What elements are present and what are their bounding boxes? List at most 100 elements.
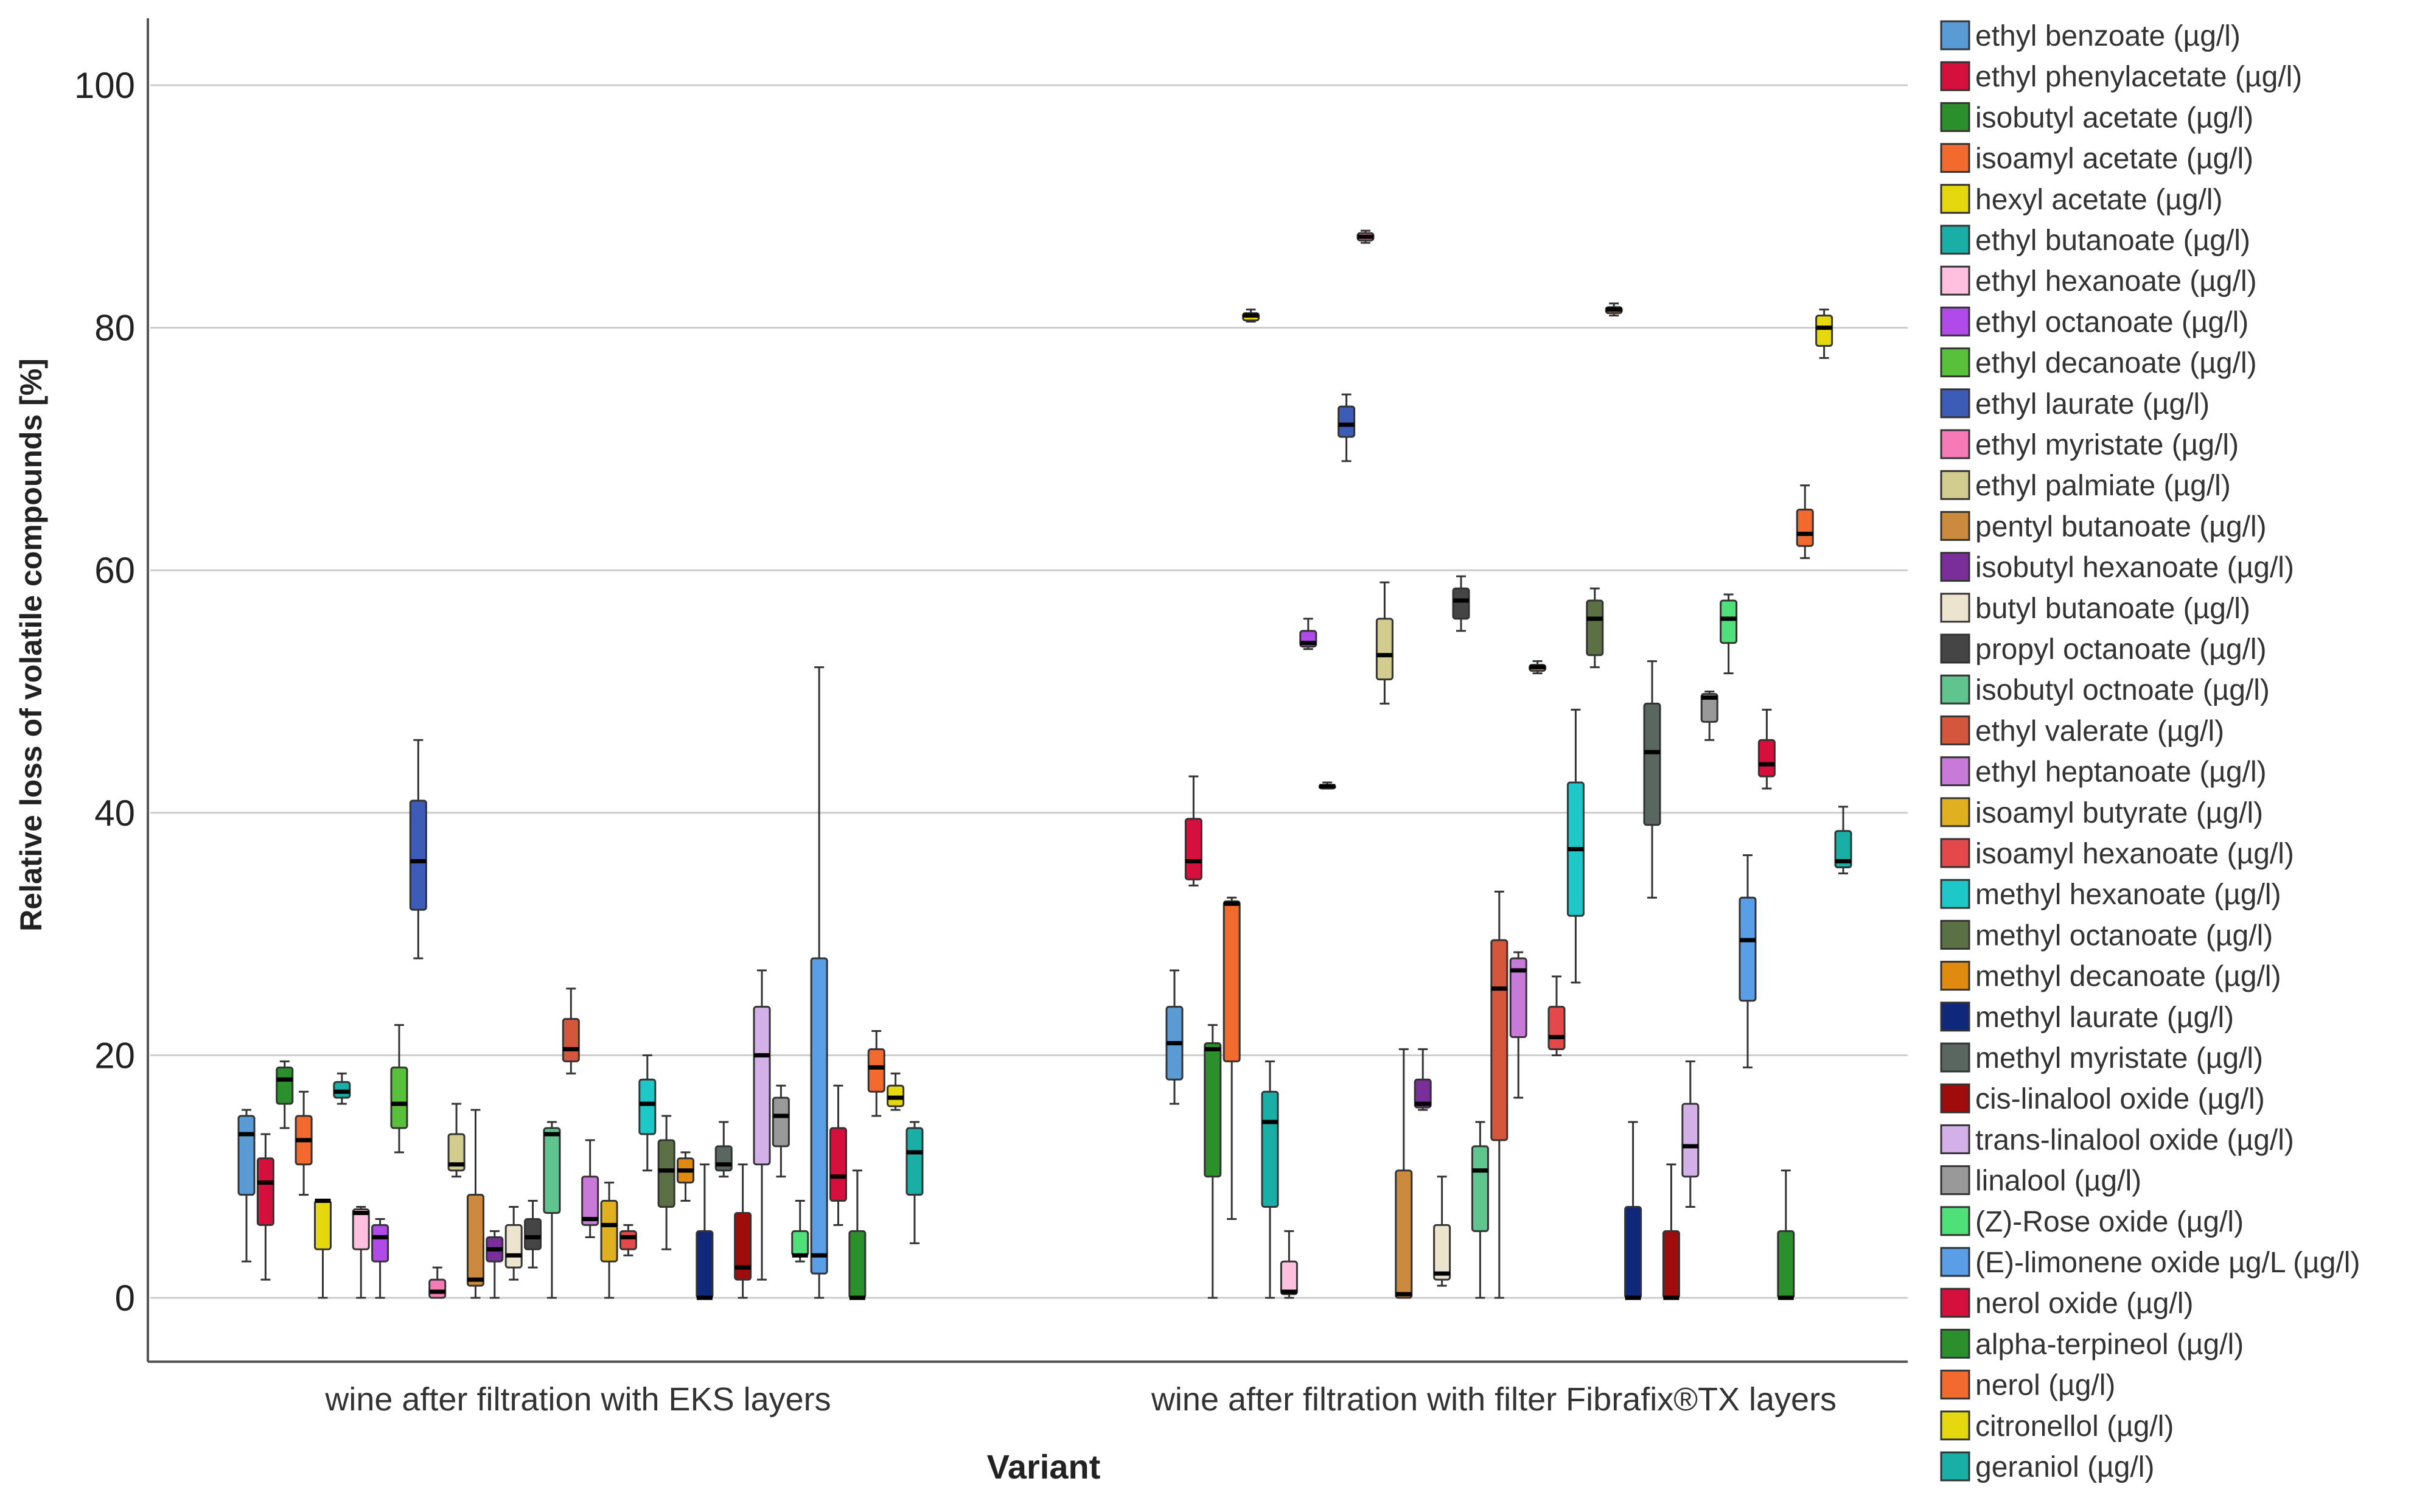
box-isobutyl-hexanoate-g-l-group-1 [1414,1048,1432,1111]
box-trans-linalool-oxide-g-l-group-0 [753,969,771,1281]
box-isobutyl-hexanoate-g-l-group-0 [486,1230,504,1299]
iqr-box-nerol-g-l-group-1 [1796,509,1814,547]
box-nerol-g-l-group-1 [1796,484,1814,559]
box-propyl-octanoate-g-l-group-0 [524,1200,542,1269]
box-ethyl-myristate-g-l-group-0 [428,1266,447,1299]
box-ethyl-hexanoate-g-l-group-1 [1280,1230,1298,1299]
box-methyl-laurate-g-l-group-1 [1624,1121,1642,1300]
box-ethyl-octanoate-g-l-group-1 [1299,618,1317,650]
legend-swatch-cis-linalool-oxide-g-l [1940,1083,1970,1113]
legend-label-isobutyl-hexanoate-g-l: isobutyl hexanoate (µg/l) [1975,552,2294,584]
box-butyl-butanoate-g-l-group-1 [1433,1176,1451,1287]
box-cis-linalool-oxide-g-l-group-0 [734,1163,752,1299]
legend-label-isoamyl-acetate-g-l: isoamyl acetate (µg/l) [1975,143,2253,175]
box-ethyl-decanoate-g-l-group-1 [1318,781,1336,790]
box-methyl-myristate-g-l-group-0 [714,1121,733,1178]
legend-label-trans-linalool-oxide-g-l: trans-linalool oxide (µg/l) [1975,1124,2294,1156]
legend-item-ethyl-hexanoate-g-l: ethyl hexanoate (µg/l) [1940,265,2257,298]
legend-item-isoamyl-hexanoate-g-l: isoamyl hexanoate (µg/l) [1940,838,2294,870]
x-axis-title: Variant [987,1448,1101,1486]
box-citronellol-g-l-group-0 [887,1072,905,1111]
box-ethyl-valerate-g-l-group-1 [1490,890,1509,1299]
box-geraniol-g-l-group-1 [1834,806,1852,874]
iqr-box-hexyl-acetate-g-l-group-0 [313,1200,332,1250]
box-isoamyl-acetate-g-l-group-1 [1223,896,1241,1220]
iqr-box-ethyl-benzoate-g-l-group-0 [237,1115,256,1196]
box-ethyl-valerate-g-l-group-0 [562,988,580,1075]
box-methyl-octanoate-g-l-group-0 [657,1115,675,1250]
box-isoamyl-acetate-g-l-group-0 [295,1090,313,1196]
iqr-box-ethyl-heptanoate-g-l-group-1 [1509,957,1527,1039]
box-methyl-laurate-g-l-group-0 [696,1163,714,1300]
box-ethyl-octanoate-g-l-group-0 [371,1218,389,1299]
iqr-box-ethyl-octanoate-g-l-group-0 [371,1224,389,1263]
legend-swatch-ethyl-valerate-g-l [1940,715,1970,745]
box-isobutyl-octnoate-g-l-group-1 [1471,1121,1489,1299]
box-ethyl-phenylacetate-g-l-group-1 [1184,775,1202,887]
legend-swatch-ethyl-laurate-g-l [1940,388,1970,419]
legend-item-propyl-octanoate-g-l: propyl octanoate (µg/l) [1940,633,2267,666]
legend-item-isoamyl-acetate-g-l: isoamyl acetate (µg/l) [1940,143,2253,175]
iqr-box-alpha-terpineol-g-l-group-0 [848,1230,867,1299]
legend-label-alpha-terpineol-g-l: alpha-terpineol (µg/l) [1975,1328,2244,1360]
legend-item-ethyl-octanoate-g-l: ethyl octanoate (µg/l) [1940,306,2248,338]
legend-item-ethyl-myristate-g-l: ethyl myristate (µg/l) [1940,429,2239,461]
iqr-box-ethyl-butanoate-g-l-group-1 [1261,1090,1279,1208]
iqr-box-isoamyl-hexanoate-g-l-group-1 [1547,1006,1566,1050]
gridlines [150,84,1908,1299]
iqr-box-methyl-laurate-g-l-group-1 [1624,1206,1642,1299]
box-linalool-g-l-group-0 [772,1084,790,1178]
iqr-box-trans-linalool-oxide-g-l-group-1 [1681,1103,1700,1178]
iqr-box-methyl-myristate-g-l-group-0 [714,1145,733,1172]
iqr-box-isobutyl-acetate-g-l-group-0 [276,1066,294,1105]
legend-item-methyl-octanoate-g-l: methyl octanoate (µg/l) [1940,919,2273,952]
legend-item-methyl-laurate-g-l: methyl laurate (µg/l) [1940,1002,2234,1034]
legend-label-ethyl-decanoate-g-l: ethyl decanoate (µg/l) [1975,347,2257,380]
legend-swatch-pentyl-butanoate-g-l [1940,510,1970,541]
legend-swatch-isoamyl-acetate-g-l [1940,143,1970,173]
box-isoamyl-butyrate-g-l-group-1 [1529,660,1547,675]
box-hexyl-acetate-g-l-group-0 [313,1199,332,1299]
legend-label-ethyl-laurate-g-l: ethyl laurate (µg/l) [1975,388,2210,420]
box-methyl-octanoate-g-l-group-1 [1586,587,1604,669]
legend-item-ethyl-decanoate-g-l: ethyl decanoate (µg/l) [1940,347,2257,380]
legend-swatch-hexyl-acetate-g-l [1940,184,1970,214]
legend-label-ethyl-phenylacetate-g-l: ethyl phenylacetate (µg/l) [1975,61,2302,93]
legend-swatch-butyl-butanoate-g-l [1940,593,1970,623]
iqr-box-isoamyl-butyrate-g-l-group-0 [600,1200,618,1263]
legend-label-citronellol-g-l: citronellol (µg/l) [1975,1410,2174,1443]
legend-swatch-ethyl-myristate-g-l [1940,429,1970,459]
legend-label-ethyl-myristate-g-l: ethyl myristate (µg/l) [1975,429,2239,461]
legend-item-butyl-butanoate-g-l: butyl butanoate (µg/l) [1940,593,2250,625]
box-citronellol-g-l-group-1 [1815,308,1833,359]
iqr-box-nerol-g-l-group-0 [867,1048,885,1093]
iqr-box-methyl-hexanoate-g-l-group-0 [638,1078,657,1135]
legend-item-isoamyl-butyrate-g-l: isoamyl butyrate (µg/l) [1940,797,2263,829]
y-tick-label-20: 20 [94,1035,135,1076]
box-hexyl-acetate-g-l-group-1 [1242,308,1260,323]
legend-label-propyl-octanoate-g-l: propyl octanoate (µg/l) [1975,633,2267,666]
box-ethyl-laurate-g-l-group-1 [1338,393,1356,462]
legend-label-isoamyl-hexanoate-g-l: isoamyl hexanoate (µg/l) [1975,838,2294,870]
box-butyl-butanoate-g-l-group-0 [504,1206,523,1281]
box-isoamyl-hexanoate-g-l-group-0 [619,1224,637,1256]
legend-item-trans-linalool-oxide-g-l: trans-linalool oxide (µg/l) [1940,1124,2294,1156]
y-tick-label-100: 100 [74,65,135,106]
legend-item-nerol-oxide-g-l: nerol oxide (µg/l) [1940,1287,2193,1320]
legend-label-isobutyl-acetate-g-l: isobutyl acetate (µg/l) [1975,102,2253,134]
iqr-box-e-limonene-oxide-g-l-g-l-group-0 [810,957,828,1275]
y-axis-title: Relative loss of volatile compounds [%] [14,358,48,932]
box-isobutyl-acetate-g-l-group-1 [1204,1024,1222,1299]
box-pentyl-butanoate-g-l-group-0 [466,1109,484,1299]
box-z-rose-oxide-g-l-group-1 [1720,593,1738,675]
legend-item-isobutyl-octnoate-g-l: isobutyl octnoate (µg/l) [1940,674,2270,706]
iqr-box-isobutyl-acetate-g-l-group-1 [1204,1042,1222,1178]
legend-label-methyl-laurate-g-l: methyl laurate (µg/l) [1975,1002,2234,1034]
box-propyl-octanoate-g-l-group-1 [1452,575,1470,632]
legend-item-pentyl-butanoate-g-l: pentyl butanoate (µg/l) [1940,510,2267,543]
legend-swatch-nerol-g-l [1940,1370,1970,1400]
legend-swatch-isoamyl-hexanoate-g-l [1940,838,1970,868]
iqr-box-isobutyl-octnoate-g-l-group-0 [543,1127,561,1214]
box-methyl-myristate-g-l-group-1 [1643,660,1661,899]
